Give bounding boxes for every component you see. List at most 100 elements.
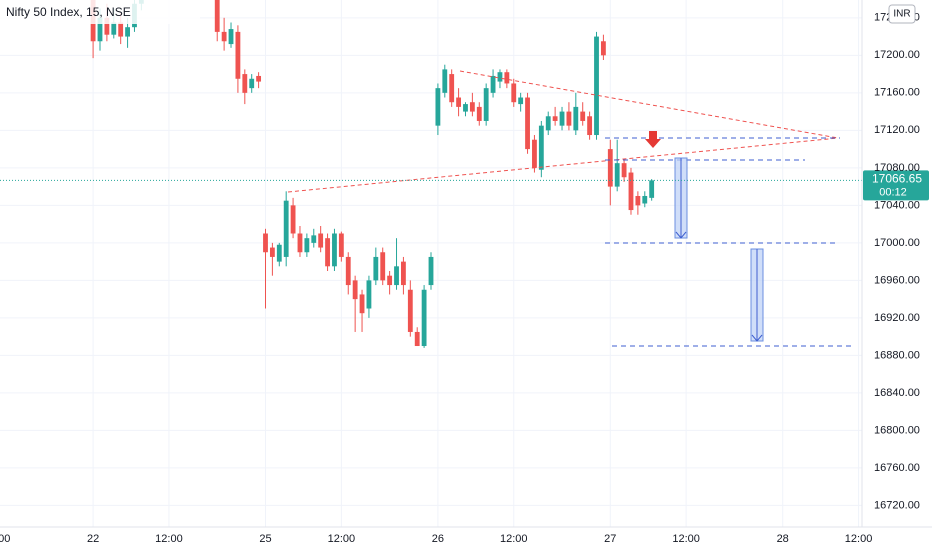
- candle-body: [104, 17, 110, 35]
- countdown: 00:12: [879, 186, 907, 198]
- candle-body: [435, 88, 441, 126]
- candle-body: [559, 111, 565, 126]
- candle-body: [525, 97, 530, 150]
- x-tick-label: 12:00: [328, 533, 356, 545]
- candle-body: [628, 172, 634, 211]
- candle-body: [497, 72, 503, 82]
- trend-line: [459, 70, 839, 139]
- y-tick-label: 17080.00: [874, 162, 920, 174]
- candle-body: [125, 27, 130, 37]
- candle-body: [380, 252, 386, 281]
- chart-title: Nifty 50 Index, 15, NSE: [6, 5, 131, 19]
- x-tick-label: 12:00: [845, 533, 873, 545]
- candle-body: [228, 29, 234, 45]
- x-tick-label: 12:00: [0, 533, 10, 545]
- candle-body: [573, 106, 579, 131]
- x-tick-label: 28: [777, 533, 789, 545]
- candle-body: [649, 180, 655, 198]
- last-price-label: 17066.65: [872, 172, 922, 186]
- candle-body: [345, 256, 351, 286]
- candle-body: [621, 163, 627, 178]
- x-tick-label: 22: [87, 533, 99, 545]
- last-price-tag: [863, 170, 929, 201]
- candle-body: [249, 78, 255, 89]
- projection-arrow-head: [751, 334, 763, 342]
- trend-line: [287, 137, 839, 193]
- grid: [0, 0, 862, 527]
- candle-body: [359, 294, 365, 314]
- y-tick-label: 16880.00: [874, 349, 920, 361]
- candle-body: [421, 289, 427, 347]
- candle-body: [373, 256, 379, 281]
- candle-body: [256, 75, 262, 82]
- x-tick-label: 26: [432, 533, 444, 545]
- candle-body: [635, 195, 641, 206]
- candle-body: [332, 233, 337, 267]
- y-tick-label: 16760.00: [874, 462, 920, 474]
- candle-body: [318, 233, 324, 248]
- candle-body: [538, 125, 544, 170]
- candle-body: [552, 116, 558, 121]
- candle-body: [304, 238, 310, 253]
- candle-body: [476, 106, 482, 121]
- candle-body: [311, 235, 317, 243]
- candle-body: [269, 247, 275, 257]
- y-tick-label: 16720.00: [874, 499, 920, 511]
- x-tick-label: 27: [604, 533, 616, 545]
- candle-body: [463, 104, 468, 112]
- candle-body: [442, 69, 448, 93]
- candle-body: [394, 266, 399, 286]
- candle-body: [325, 238, 330, 267]
- y-tick-label: 16800.00: [874, 424, 920, 436]
- y-tick-label: 16920.00: [874, 312, 920, 324]
- candle-body: [387, 275, 393, 286]
- drawings: [287, 70, 855, 347]
- x-tick-label: 12:00: [672, 533, 700, 545]
- legend-bg: [0, 0, 200, 24]
- axis-labels: 16720.00 16760.00 16800.00 16840.00 16880.00…: [0, 12, 920, 545]
- candle-body: [469, 102, 475, 112]
- x-tick-label: 12:00: [155, 533, 183, 545]
- candle-body: [614, 163, 620, 187]
- candle-body: [642, 195, 648, 204]
- candle-body: [483, 88, 489, 121]
- candle-body: [504, 72, 510, 84]
- candle-body: [532, 139, 537, 168]
- candle-body: [566, 111, 572, 126]
- currency: INR: [893, 9, 910, 20]
- candle-body: [214, 0, 220, 32]
- y-tick-label: 16840.00: [874, 387, 920, 399]
- y-tick-label: 17160.00: [874, 87, 920, 99]
- candle-body: [414, 331, 420, 347]
- down-arrow: [645, 131, 661, 148]
- currency-badge[interactable]: [888, 4, 916, 24]
- candle-body: [580, 111, 586, 121]
- candle-body: [297, 233, 303, 253]
- candle-body: [338, 233, 344, 257]
- candle-body: [118, 22, 124, 37]
- candle-body: [490, 75, 496, 93]
- candle-body: [276, 244, 282, 262]
- candle-body: [449, 74, 455, 103]
- candle-body: [518, 97, 524, 105]
- candle-body: [401, 261, 406, 286]
- candle-body: [235, 31, 241, 79]
- candle-body: [607, 149, 613, 187]
- y-tick-label: 17200.00: [874, 49, 920, 61]
- candle-body: [428, 256, 434, 286]
- candle-body: [352, 280, 358, 300]
- candle-body: [290, 205, 296, 234]
- candle-body: [97, 17, 103, 42]
- candle-body: [600, 41, 606, 56]
- candle-body: [283, 200, 289, 257]
- y-tick-label: 17040.00: [874, 199, 920, 211]
- candle-body: [263, 233, 268, 253]
- candle-body: [594, 36, 599, 136]
- candle-body: [587, 116, 593, 136]
- candle-body: [456, 97, 461, 107]
- y-tick-label: 17000.00: [874, 237, 920, 249]
- candle-body: [366, 280, 372, 309]
- y-tick-label: 16960.00: [874, 274, 920, 286]
- candle-body: [511, 83, 517, 103]
